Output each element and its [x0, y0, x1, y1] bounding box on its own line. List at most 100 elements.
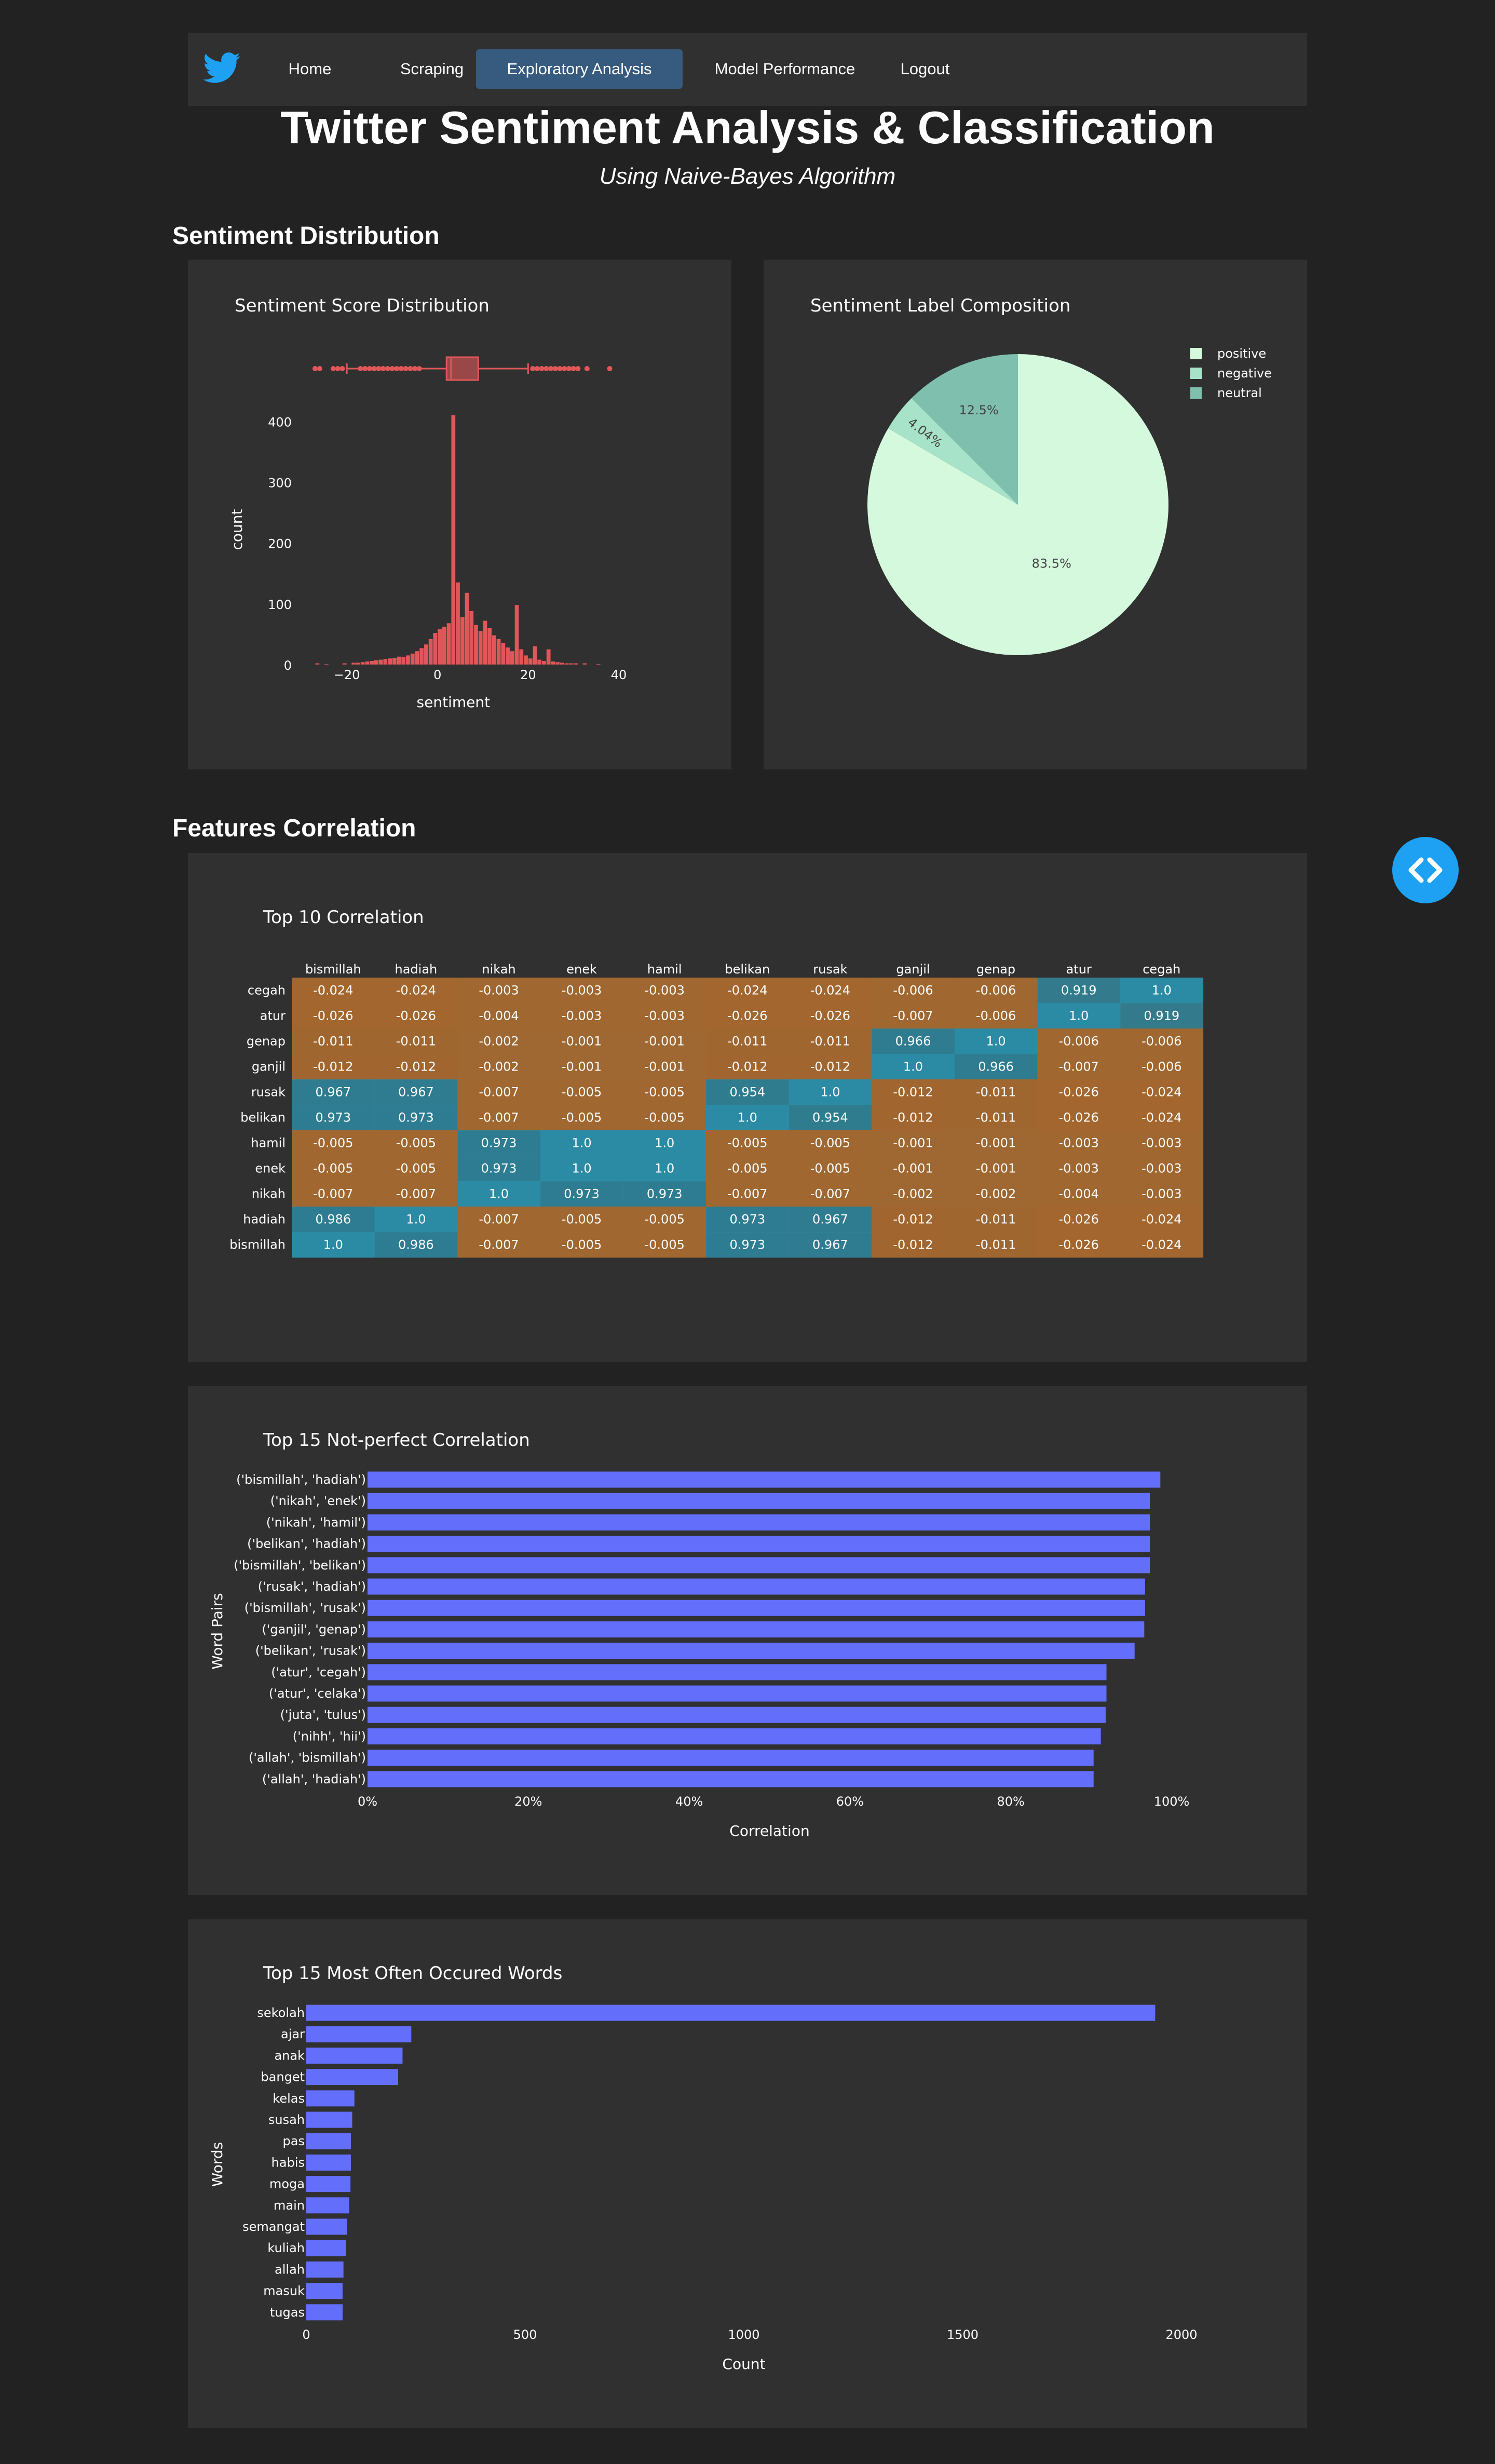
nav-logout[interactable]: Logout [900, 60, 950, 78]
heatmap-cell [1037, 1028, 1121, 1054]
heatmap-cell [292, 1105, 375, 1131]
heatmap-cell [954, 1003, 1038, 1029]
heatmap-cell [706, 1156, 790, 1182]
heatmap-cell [540, 1054, 623, 1080]
heatmap-cell [457, 978, 541, 1004]
box-outlier-point [312, 366, 318, 371]
heatmap-cell [1120, 1003, 1204, 1029]
box-outlier-point [412, 366, 418, 371]
heatmap-cell [623, 1003, 706, 1029]
hist-bar [415, 651, 419, 665]
heatmap-cell-value: -0.011 [976, 1085, 1016, 1100]
words_bar-bar [306, 2218, 347, 2235]
heatmap-cell-value: -0.002 [976, 1187, 1016, 1201]
heatmap-cell [954, 1105, 1038, 1131]
heatmap-cell-value: 0.967 [812, 1238, 848, 1252]
corr_bar-category-label: ('allah', 'bismillah') [249, 1751, 366, 1765]
words_bar-bar [306, 2069, 399, 2086]
heatmap-cell [292, 1156, 375, 1182]
corr_bar-bar [368, 1685, 1107, 1702]
corr_bar-bar [368, 1621, 1145, 1637]
histogram-chart: Sentiment Score Distribution010020030040… [228, 295, 627, 711]
corr_bar-bar [368, 1643, 1135, 1659]
heatmap-cell [623, 1156, 706, 1182]
heatmap-cell-value: -0.003 [1059, 1161, 1099, 1176]
heatmap-cell [954, 1054, 1038, 1080]
words_bar-category-label: susah [268, 2113, 305, 2127]
heatmap-cell [954, 1028, 1038, 1054]
box-outlier-point [416, 366, 422, 371]
words_bar-category-label: kuliah [267, 2241, 305, 2255]
box-outlier-point [330, 366, 336, 371]
heatmap-cell-value: 1.0 [572, 1136, 592, 1150]
code-brackets-icon [1408, 857, 1443, 883]
words_bar-bar [306, 2283, 343, 2299]
words_bar-bar [306, 2026, 412, 2042]
nav-exploratory-analysis[interactable]: Exploratory Analysis [476, 49, 683, 89]
heatmap-cell [374, 1028, 458, 1054]
heatmap-cell [706, 1232, 790, 1258]
heatmap-cell [292, 1181, 375, 1207]
heatmap-cell [292, 1207, 375, 1233]
heatmap-cell-value: -0.026 [1059, 1111, 1099, 1125]
pie-legend-label: positive [1217, 346, 1266, 361]
heatmap-cell [1120, 1079, 1204, 1105]
heatmap-column-label: genap [976, 962, 1015, 977]
heatmap-cell [1037, 1232, 1121, 1258]
heatmap-cell [1120, 1054, 1204, 1080]
corr_bar-category-label: ('bismillah', 'hadiah') [236, 1472, 366, 1487]
nav-model-performance[interactable]: Model Performance [714, 60, 855, 78]
heatmap-cell-value: -0.004 [479, 1009, 519, 1023]
hist-bar [560, 662, 564, 665]
words_bar-x-tick-label: 1500 [947, 2327, 978, 2342]
heatmap-cell-value: -0.006 [976, 983, 1016, 998]
heatmap-cell-value: -0.007 [1059, 1060, 1099, 1074]
heatmap-cell [540, 1003, 623, 1029]
nav-home[interactable]: Home [288, 60, 332, 78]
heatmap-cell-value: 0.973 [729, 1238, 765, 1252]
heatmap-cell [457, 1181, 541, 1207]
box-outlier-point [394, 366, 400, 371]
heatmap-cell-value: -0.012 [893, 1238, 933, 1252]
heatmap-cell-value: -0.024 [1141, 1085, 1181, 1100]
page-subtitle: Using Naive-Bayes Algorithm [599, 164, 896, 189]
heatmap-cell [706, 1130, 790, 1156]
heatmap-cell-value: -0.005 [396, 1136, 436, 1150]
heatmap-cell-value: 0.973 [398, 1111, 434, 1125]
heatmap-cell [872, 1232, 955, 1258]
heatmap-cell-value: -0.026 [1059, 1212, 1099, 1227]
pie-slice-label: 12.5% [959, 403, 998, 417]
corr_bar-category-label: ('belikan', 'hadiah') [247, 1537, 366, 1551]
heatmap-cell [623, 1232, 706, 1258]
hist-bar [542, 660, 546, 665]
heatmap-cell-value: 1.0 [489, 1187, 509, 1201]
heatmap-cell [789, 1156, 872, 1182]
box-outlier-point [376, 366, 382, 371]
hist-bar [410, 653, 415, 665]
hist-bar [342, 663, 347, 665]
heatmap-cell-value: 0.973 [315, 1111, 351, 1125]
words_bar-x-tick-label: 2000 [1165, 2327, 1197, 2342]
hist-bar [596, 664, 601, 665]
corr_bar-category-label: ('rusak', 'hadiah') [258, 1579, 366, 1594]
box-outlier-point [534, 366, 540, 371]
heatmap-cell [706, 978, 790, 1004]
heatmap-cell [623, 1181, 706, 1207]
corr_bar-bar [368, 1750, 1094, 1766]
words_bar-x-tick-label: 1000 [728, 2327, 759, 2342]
page-title: Twitter Sentiment Analysis & Classificat… [280, 102, 1215, 153]
twitter-bird-icon[interactable] [203, 51, 241, 85]
hist-x-tick-label: 40 [611, 668, 627, 682]
heatmap-cell [1120, 1156, 1204, 1182]
heatmap-cell-value: -0.026 [727, 1009, 767, 1023]
heatmap-cell-value: 1.0 [572, 1161, 592, 1176]
heatmap-cell [1037, 1156, 1121, 1182]
heatmap-column-label: hadiah [395, 962, 438, 977]
code-toggle-button[interactable] [1392, 837, 1459, 903]
hist-bar [324, 664, 329, 665]
nav-scraping[interactable]: Scraping [400, 60, 464, 78]
heatmap-row-label: hadiah [243, 1212, 286, 1227]
heatmap-cell [789, 1130, 872, 1156]
hist-bar [388, 658, 392, 665]
words_bar-bar [306, 2304, 343, 2321]
